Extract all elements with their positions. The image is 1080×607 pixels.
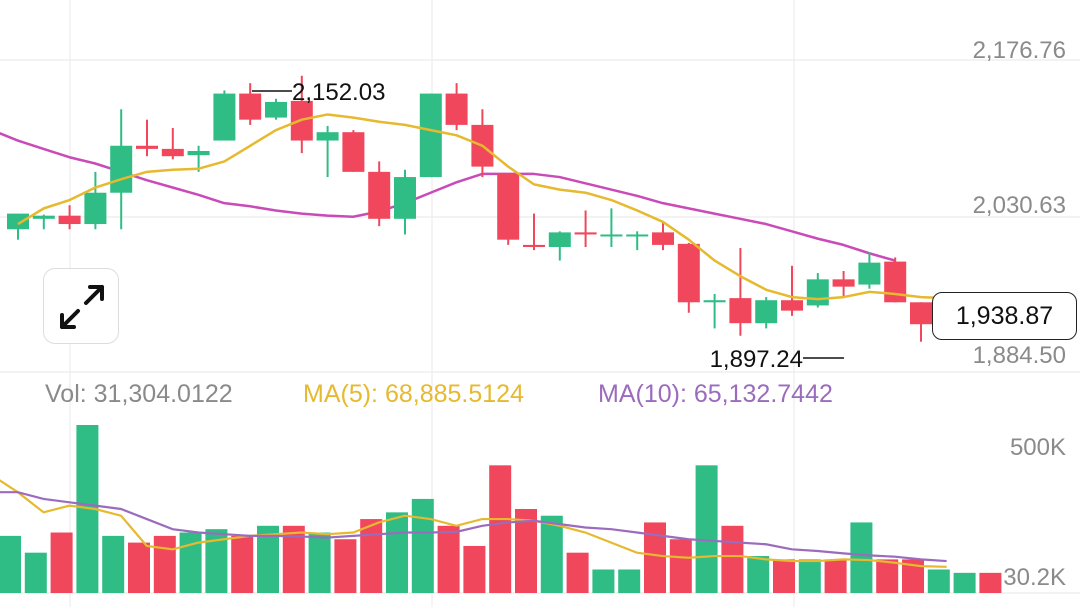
volume-bar xyxy=(334,539,357,593)
candles-layer xyxy=(7,75,1010,342)
volume-bar xyxy=(231,535,254,593)
volume-bar xyxy=(0,535,21,593)
volume-bar xyxy=(876,559,899,593)
volume-ma10-line xyxy=(0,491,947,563)
current-price-badge: 1,938.87 xyxy=(932,292,1077,340)
volume-bar xyxy=(411,498,434,593)
volume-bar xyxy=(463,545,486,593)
candle-body xyxy=(781,300,803,311)
candle-body xyxy=(394,177,416,219)
volume-bar xyxy=(747,556,770,593)
volume-ma5-line xyxy=(0,479,947,568)
volume-bar xyxy=(695,465,718,593)
candle-body xyxy=(84,192,107,225)
low-annotation-label: 1,897.24 xyxy=(710,346,803,373)
volume-bar xyxy=(850,522,873,593)
volume-bar xyxy=(153,535,176,593)
volume-bar xyxy=(489,465,512,593)
ma5-line xyxy=(17,113,999,306)
volume-bar xyxy=(902,559,924,593)
volume-bar xyxy=(360,519,383,593)
volume-axis-tick: 500K xyxy=(1010,434,1066,461)
volume-bar xyxy=(257,525,279,593)
candle-body xyxy=(7,213,29,230)
price-axis-tick: 2,176.76 xyxy=(973,37,1066,64)
volume-bar xyxy=(437,525,460,593)
candle-body xyxy=(342,132,365,172)
candle-body xyxy=(136,145,158,149)
volume-readout: Vol: 31,304.0122 xyxy=(45,380,233,408)
candle-body xyxy=(445,93,468,125)
volume-bar xyxy=(721,525,744,593)
volume-bar xyxy=(102,535,125,593)
candle-body xyxy=(652,232,674,245)
ma10-line xyxy=(0,131,896,262)
candle-body xyxy=(548,232,571,247)
volume-bar xyxy=(953,572,976,593)
candle-body xyxy=(806,279,829,306)
candle-body xyxy=(858,262,881,285)
volume-bar xyxy=(205,529,228,593)
candle-body xyxy=(755,300,778,324)
volume-axis-tick: 30.2K xyxy=(1003,564,1066,591)
ma10-line-layer xyxy=(0,131,896,262)
volume-bar xyxy=(618,569,641,593)
volume-bar xyxy=(824,559,847,593)
volume-ma-lines-layer xyxy=(0,479,947,568)
ma5-readout: MA(5): 68,885.5124 xyxy=(303,380,524,408)
volume-bar xyxy=(592,569,615,593)
volume-bar xyxy=(927,569,950,593)
candle-body xyxy=(884,261,907,303)
candle-body xyxy=(213,93,236,141)
candle-body xyxy=(239,93,262,120)
price-axis-tick: 1,884.50 xyxy=(973,342,1066,369)
volume-bar xyxy=(128,542,150,593)
volume-bar xyxy=(179,532,202,593)
expand-arrows-icon xyxy=(60,285,104,329)
candle-body xyxy=(265,101,287,118)
volume-bar xyxy=(308,532,331,593)
candle-body xyxy=(729,298,752,324)
candle-body xyxy=(58,215,81,225)
candle-body xyxy=(626,234,649,237)
candle-body xyxy=(187,150,210,156)
ma10-readout: MA(10): 65,132.7442 xyxy=(598,380,833,408)
volume-bars-layer xyxy=(0,425,1002,593)
candle-body xyxy=(497,173,520,240)
candle-body xyxy=(600,234,623,237)
volume-bar xyxy=(773,559,795,593)
volume-bar xyxy=(566,552,589,593)
volume-bar xyxy=(282,525,305,593)
high-annotation-label: 2,152.03 xyxy=(292,79,385,106)
volume-bar xyxy=(644,522,666,593)
candle-body xyxy=(368,171,391,219)
volume-bar xyxy=(24,552,47,593)
volume-bar xyxy=(798,559,821,593)
candle-body xyxy=(32,215,55,219)
candle-body xyxy=(910,302,932,325)
candle-body xyxy=(110,145,133,193)
volume-bar xyxy=(515,509,537,593)
volume-bar xyxy=(386,512,408,593)
expand-chart-button[interactable] xyxy=(43,268,119,344)
volume-bar xyxy=(669,539,692,593)
candle-body xyxy=(832,279,855,287)
candle-body xyxy=(703,300,726,303)
volume-bar xyxy=(979,572,1002,593)
volume-bar xyxy=(50,532,73,593)
candle-body xyxy=(523,244,545,247)
candle-body xyxy=(161,148,184,157)
price-axis-tick: 2,030.63 xyxy=(973,192,1066,219)
candle-body xyxy=(419,93,442,178)
volume-bar xyxy=(540,515,563,593)
candle-body xyxy=(316,132,339,141)
ma5-line-layer xyxy=(17,113,999,306)
candle-body xyxy=(677,243,700,303)
candle-body xyxy=(574,232,597,235)
